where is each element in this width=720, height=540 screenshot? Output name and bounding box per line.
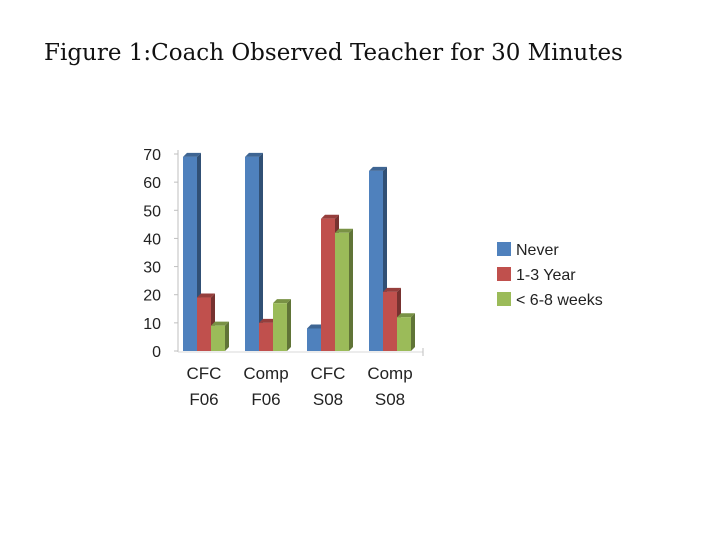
bar-never-1 — [183, 156, 197, 351]
bar--6-8-weeks-4-side — [411, 313, 415, 351]
bar-never-2 — [245, 156, 259, 351]
y-tick-label: 50 — [143, 203, 161, 220]
legend-label--6-8-weeks: < 6-8 weeks — [516, 292, 603, 309]
y-tick-label: 0 — [152, 344, 161, 361]
bar--6-8-weeks-3-side — [349, 228, 353, 351]
x-category-label-line1: CFC — [187, 364, 222, 383]
bar--6-8-weeks-1-side — [225, 321, 229, 351]
bar--6-8-weeks-3-top — [335, 228, 353, 233]
bar--6-8-weeks-1-top — [211, 321, 229, 326]
bar-1-3-year-3-top — [321, 214, 339, 219]
bar-never-4 — [369, 170, 383, 351]
bar-never-3-top — [307, 324, 325, 329]
bar-1-3-year-3 — [321, 218, 335, 351]
legend-label-1-3-year: 1-3 Year — [516, 267, 576, 284]
y-tick-label: 10 — [143, 316, 161, 333]
page-title: Figure 1:Coach Observed Teacher for 30 M… — [44, 40, 623, 66]
y-tick-label: 60 — [143, 175, 161, 192]
bar-1-3-year-2-top — [259, 318, 277, 323]
bar-1-3-year-1 — [197, 297, 211, 351]
bar-never-1-top — [183, 152, 201, 157]
x-category-label-line2: F06 — [251, 390, 280, 409]
y-tick-label: 20 — [143, 288, 161, 305]
bar-1-3-year-4 — [383, 291, 397, 351]
bar--6-8-weeks-3 — [335, 232, 349, 351]
bar-1-3-year-2 — [259, 322, 273, 351]
bar-1-3-year-4-top — [383, 287, 401, 292]
y-tick-label: 70 — [143, 147, 161, 164]
x-category-label-line2: F06 — [189, 390, 218, 409]
bar-never-2-side — [259, 152, 263, 351]
legend-swatch-never — [497, 242, 511, 256]
bar-1-3-year-1-top — [197, 293, 215, 298]
bar--6-8-weeks-1 — [211, 325, 225, 351]
bar-never-2-top — [245, 152, 263, 157]
legend-label-never: Never — [516, 242, 559, 259]
x-category-label-line1: Comp — [243, 364, 288, 383]
y-tick-label: 40 — [143, 231, 161, 248]
legend-swatch--6-8-weeks — [497, 292, 511, 306]
x-category-label-line2: S08 — [375, 390, 405, 409]
bar--6-8-weeks-4-top — [397, 313, 415, 318]
x-category-label-line2: S08 — [313, 390, 343, 409]
bar--6-8-weeks-2-side — [287, 299, 291, 351]
y-tick-label: 30 — [143, 260, 161, 277]
x-category-label-line1: Comp — [367, 364, 412, 383]
legend-swatch-1-3-year — [497, 267, 511, 281]
bar-never-4-top — [369, 166, 387, 171]
bar--6-8-weeks-4 — [397, 317, 411, 351]
bar--6-8-weeks-2-top — [273, 299, 291, 304]
bar-never-3 — [307, 328, 321, 351]
x-category-label-line1: CFC — [311, 364, 346, 383]
bar--6-8-weeks-2 — [273, 303, 287, 351]
